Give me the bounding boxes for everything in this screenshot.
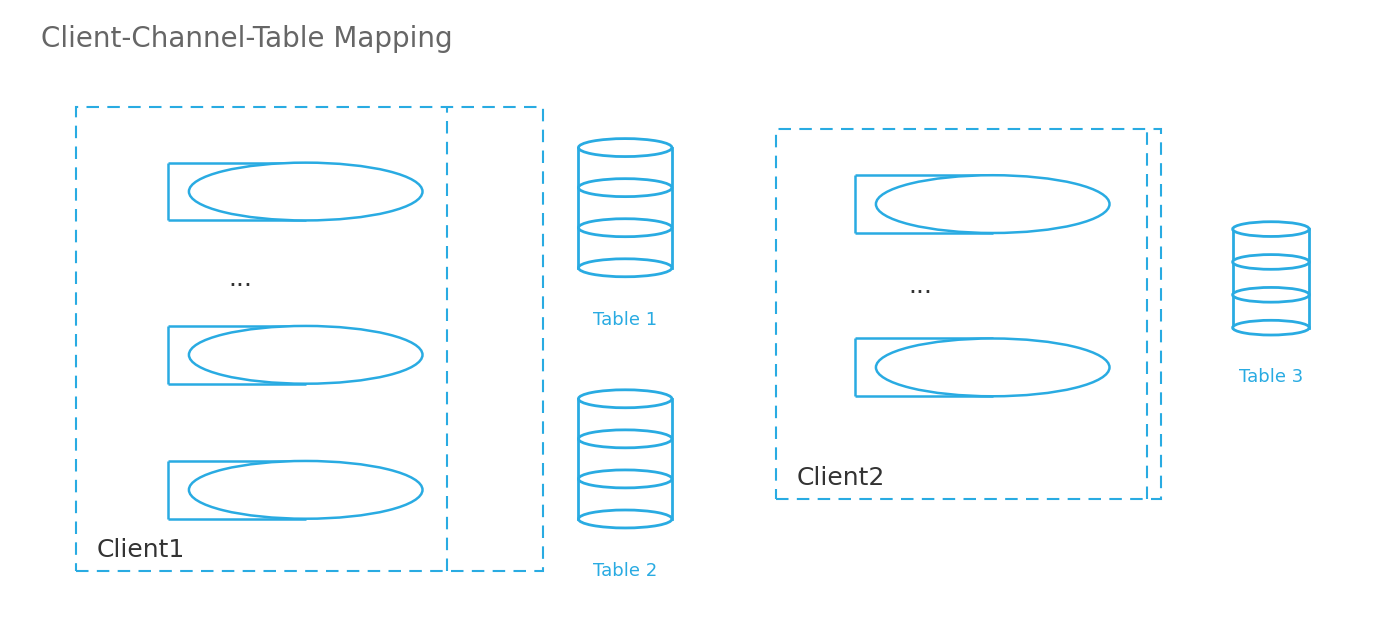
Ellipse shape — [578, 139, 672, 156]
Ellipse shape — [877, 338, 1110, 396]
Text: 21: 21 — [308, 496, 323, 506]
Text: Channel: Channel — [201, 481, 273, 499]
Text: Client2: Client2 — [797, 466, 885, 490]
Text: Client-Channel-Table Mapping: Client-Channel-Table Mapping — [41, 25, 453, 53]
Text: ...: ... — [228, 268, 253, 291]
Ellipse shape — [1232, 222, 1309, 237]
Ellipse shape — [578, 470, 672, 488]
Text: Client1: Client1 — [96, 538, 184, 562]
Ellipse shape — [188, 461, 423, 519]
Ellipse shape — [877, 175, 1110, 233]
Text: Channel: Channel — [888, 359, 960, 376]
Ellipse shape — [578, 510, 672, 528]
Bar — [168, 163, 305, 220]
Ellipse shape — [188, 163, 423, 220]
Ellipse shape — [578, 178, 672, 197]
Bar — [855, 175, 992, 233]
Bar — [168, 461, 305, 519]
Text: 1n: 1n — [308, 361, 323, 371]
Text: 31: 31 — [996, 210, 1010, 220]
Ellipse shape — [578, 219, 672, 237]
Text: Channel: Channel — [201, 346, 273, 364]
Ellipse shape — [578, 430, 672, 448]
Bar — [168, 326, 305, 384]
Text: 3m: 3m — [996, 374, 1014, 384]
Text: Table 1: Table 1 — [594, 311, 657, 329]
Text: Table 2: Table 2 — [594, 562, 657, 580]
Text: Channel: Channel — [201, 183, 273, 200]
Text: Table 3: Table 3 — [1239, 367, 1303, 386]
Ellipse shape — [1232, 320, 1309, 335]
Ellipse shape — [578, 259, 672, 277]
Ellipse shape — [1232, 288, 1309, 302]
Ellipse shape — [188, 326, 423, 384]
Text: ...: ... — [908, 274, 933, 298]
Bar — [855, 338, 992, 396]
Ellipse shape — [578, 390, 672, 408]
Text: 11: 11 — [308, 198, 323, 208]
Text: Channel: Channel — [888, 195, 960, 213]
Ellipse shape — [1232, 254, 1309, 269]
